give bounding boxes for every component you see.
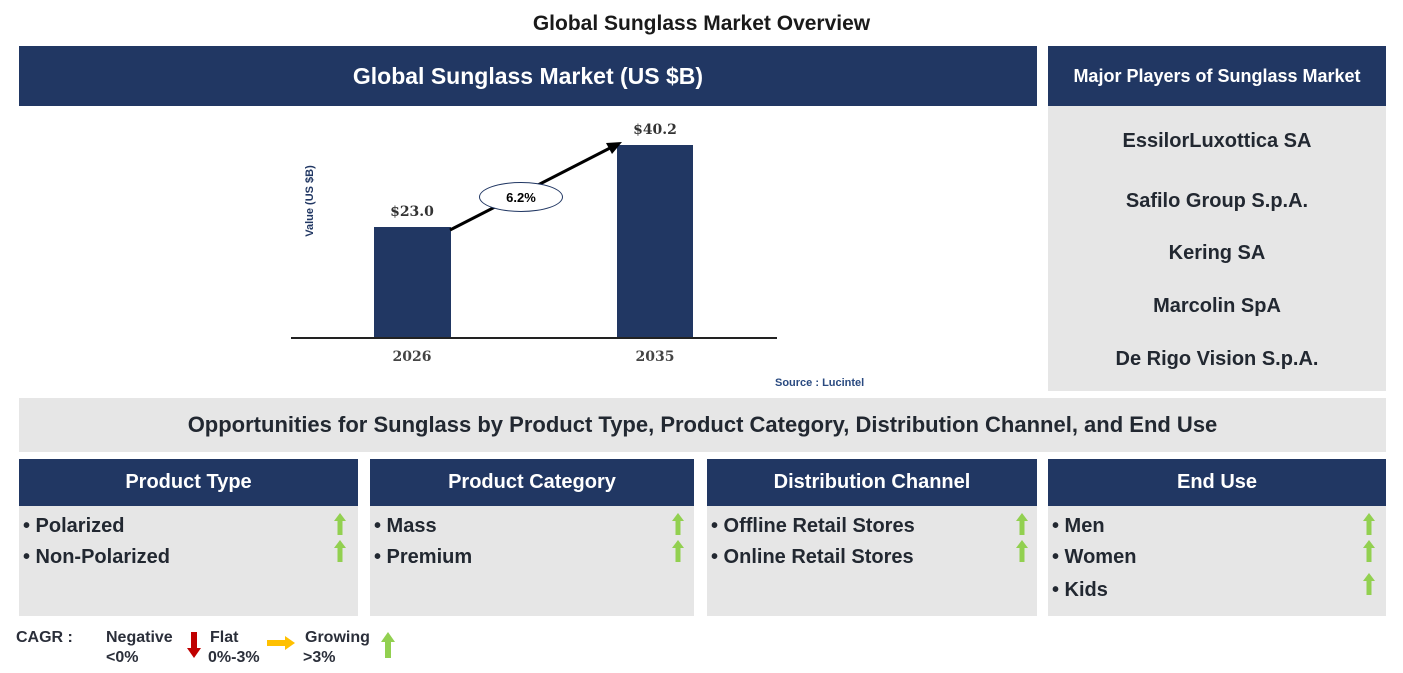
player-item: EssilorLuxottica SA <box>1122 130 1312 152</box>
segment-header-end-use: End Use <box>1048 459 1386 506</box>
segment-header-product-category: Product Category <box>370 459 694 506</box>
segment-item: • Women <box>1052 546 1137 568</box>
chart-header: Global Sunglass Market (US $B) <box>19 46 1037 106</box>
legend-flat-range: 0%-3% <box>208 649 260 666</box>
up-arrow-icon <box>1363 513 1375 535</box>
segment-item: • Offline Retail Stores <box>711 515 915 537</box>
legend-flat-name: Flat <box>210 629 239 646</box>
legend-negative-range: <0% <box>106 649 139 666</box>
legend-title: CAGR : <box>16 629 73 646</box>
segment-item: • Non-Polarized <box>23 546 171 568</box>
up-arrow-icon <box>672 513 684 535</box>
segment-item: • Men <box>1052 515 1105 537</box>
segment-body-distribution-channel: • Offline Retail Stores • Online Retail … <box>707 506 1037 616</box>
x-tick-label: 2035 <box>635 349 675 365</box>
segment-header-distribution-channel: Distribution Channel <box>707 459 1037 506</box>
legend-growing-name: Growing <box>305 629 370 646</box>
segment-item: • Kids <box>1052 579 1108 601</box>
up-arrow-icon <box>1016 513 1028 535</box>
up-arrow-icon <box>381 632 395 658</box>
segment-item: • Mass <box>374 515 437 537</box>
up-arrow-icon <box>1016 540 1028 562</box>
legend-growing-range: >3% <box>303 649 336 666</box>
page-title: Global Sunglass Market Overview <box>532 12 871 35</box>
up-arrow-icon <box>672 540 684 562</box>
segment-item: • Premium <box>374 546 473 568</box>
source-label: Source : Lucintel <box>775 377 865 389</box>
legend-negative-name: Negative <box>106 629 173 646</box>
right-arrow-icon <box>267 636 295 650</box>
bar-value-label: $23.0 <box>390 204 434 220</box>
bar-2026 <box>374 227 451 338</box>
segment-item: • Polarized <box>23 515 125 537</box>
players-list: EssilorLuxottica SA Safilo Group S.p.A. … <box>1048 106 1386 391</box>
player-item: Kering SA <box>1168 242 1266 264</box>
segment-body-product-category: • Mass • Premium <box>370 506 694 616</box>
segment-header-product-type: Product Type <box>19 459 358 506</box>
segment-body-end-use: • Men • Women • Kids <box>1048 506 1386 616</box>
players-header: Major Players of Sunglass Market <box>1048 46 1386 106</box>
up-arrow-icon <box>334 513 346 535</box>
player-item: Safilo Group S.p.A. <box>1125 190 1309 212</box>
down-arrow-icon <box>187 632 201 658</box>
x-tick-label: 2026 <box>392 349 432 365</box>
segment-item: • Online Retail Stores <box>711 546 914 568</box>
player-item: De Rigo Vision S.p.A. <box>1115 348 1319 370</box>
cagr-badge: 6.2% <box>479 182 563 212</box>
player-item: Marcolin SpA <box>1153 295 1281 317</box>
bar-value-label: $40.2 <box>633 122 677 138</box>
segment-body-product-type: • Polarized • Non-Polarized <box>19 506 358 616</box>
opportunities-banner: Opportunities for Sunglass by Product Ty… <box>19 398 1386 452</box>
x-axis-line <box>291 337 777 339</box>
up-arrow-icon <box>334 540 346 562</box>
up-arrow-icon <box>1363 573 1375 595</box>
up-arrow-icon <box>1363 540 1375 562</box>
y-axis-label: Value (US $B) <box>304 165 316 237</box>
bar-2035 <box>617 145 693 338</box>
